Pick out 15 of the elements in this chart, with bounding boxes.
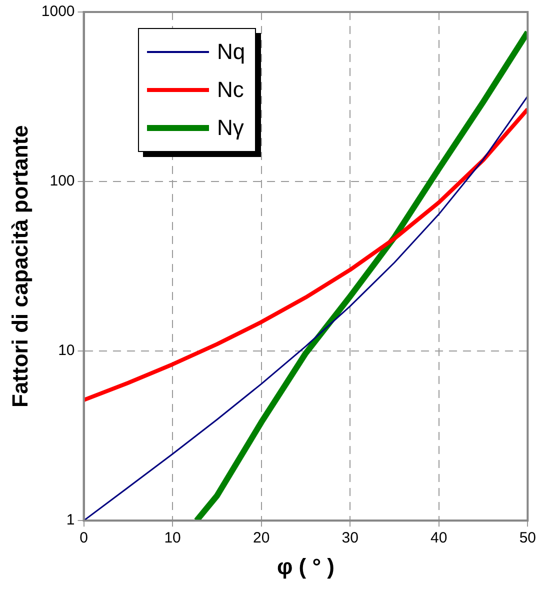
y-tick-label: 10 <box>58 342 75 360</box>
y-axis-title: Fattori di capacità portante <box>7 125 32 408</box>
legend-label: Nq <box>217 39 246 65</box>
legend-label: Nc <box>217 77 244 103</box>
x-tick-label: 0 <box>80 530 88 547</box>
y-tick-label: 100 <box>50 172 75 190</box>
x-tick-label: 40 <box>430 530 448 547</box>
y-tick-label: 1000 <box>41 3 75 20</box>
x-tick-label: 30 <box>342 530 358 547</box>
x-tick-label: 50 <box>519 530 536 547</box>
x-tick-label: 20 <box>252 530 270 547</box>
legend-label: Nγ <box>217 115 244 141</box>
y-tick-label: 1 <box>66 512 75 529</box>
x-tick-label: 10 <box>164 530 181 547</box>
x-axis-title: φ ( ° ) <box>276 554 334 579</box>
